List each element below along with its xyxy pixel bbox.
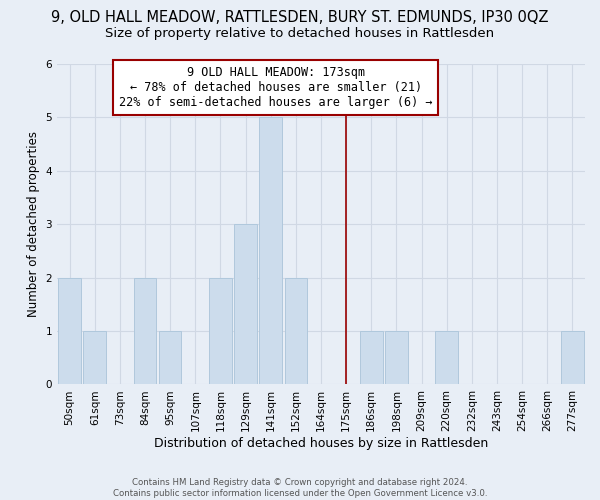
- Bar: [561, 331, 584, 384]
- Bar: [58, 278, 81, 384]
- Bar: [234, 224, 257, 384]
- Bar: [385, 331, 408, 384]
- Bar: [360, 331, 383, 384]
- Text: 9 OLD HALL MEADOW: 173sqm
← 78% of detached houses are smaller (21)
22% of semi-: 9 OLD HALL MEADOW: 173sqm ← 78% of detac…: [119, 66, 433, 108]
- Bar: [284, 278, 307, 384]
- Bar: [159, 331, 181, 384]
- Bar: [83, 331, 106, 384]
- Bar: [209, 278, 232, 384]
- Bar: [259, 118, 282, 384]
- Text: Size of property relative to detached houses in Rattlesden: Size of property relative to detached ho…: [106, 28, 494, 40]
- Bar: [436, 331, 458, 384]
- Text: 9, OLD HALL MEADOW, RATTLESDEN, BURY ST. EDMUNDS, IP30 0QZ: 9, OLD HALL MEADOW, RATTLESDEN, BURY ST.…: [51, 10, 549, 25]
- Bar: [134, 278, 157, 384]
- Y-axis label: Number of detached properties: Number of detached properties: [27, 131, 40, 317]
- Text: Contains HM Land Registry data © Crown copyright and database right 2024.
Contai: Contains HM Land Registry data © Crown c…: [113, 478, 487, 498]
- X-axis label: Distribution of detached houses by size in Rattlesden: Distribution of detached houses by size …: [154, 437, 488, 450]
